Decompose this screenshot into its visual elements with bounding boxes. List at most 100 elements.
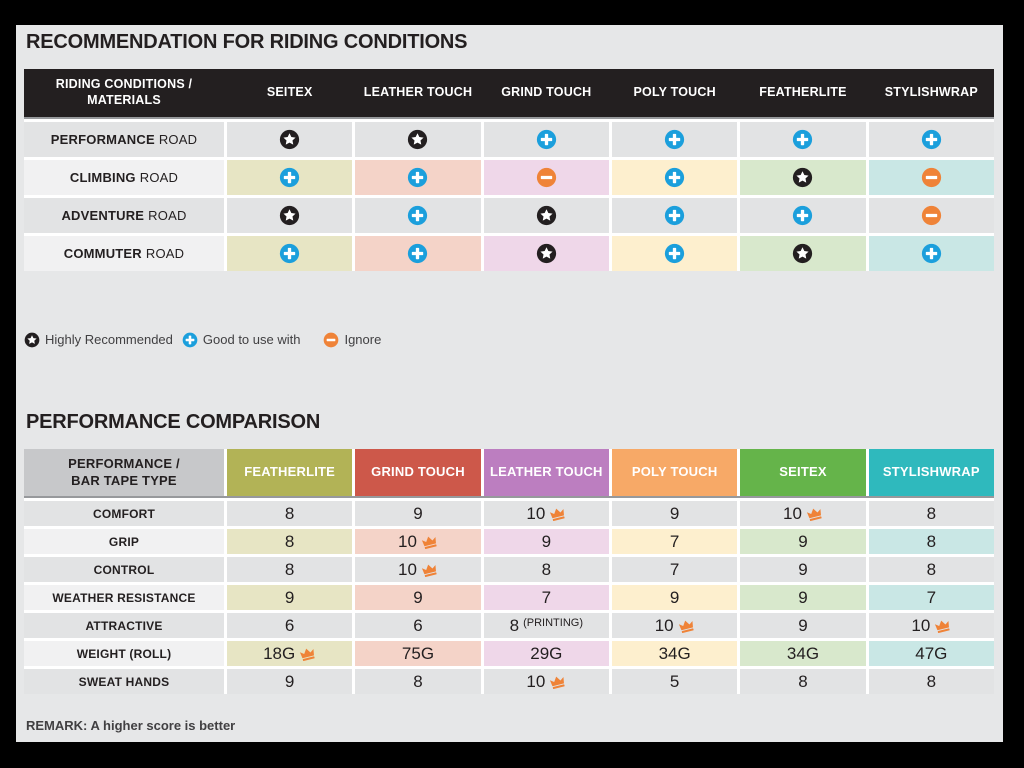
performance-comparison-table: PERFORMANCE / BAR TAPE TYPE FEATHERLITE GRI… (24, 449, 994, 694)
cell-weather-resistance-poly-touch: 9 (612, 585, 738, 610)
cell-commuter-featherlite (740, 236, 866, 271)
column-header-performance: PERFORMANCE / BAR TAPE TYPE (24, 449, 224, 496)
plus-icon (664, 243, 685, 264)
plus-icon (664, 205, 685, 226)
table-row: COMMUTER ROAD (24, 236, 994, 271)
cell-weather-resistance-grind-touch: 9 (355, 585, 481, 610)
crown-icon (299, 646, 316, 661)
cell-attractive-leather-touch: 8 (PRINTING) (483, 613, 609, 638)
cell-performance-seitex (227, 122, 353, 157)
column-header-stylishwrap: STYLISHWRAP (868, 449, 994, 496)
star-icon (792, 243, 813, 264)
cell-attractive-featherlite: 6 (227, 613, 353, 638)
star-icon (792, 167, 813, 188)
plus-icon (182, 332, 198, 348)
header-divider (24, 496, 994, 498)
crown-icon (934, 618, 951, 633)
column-header-seitex: SEITEX (266, 85, 313, 100)
cell-performance-poly-touch (612, 122, 738, 157)
table-row: ATTRACTIVE 6 6 8 (PRINTING) 10 9 10 (24, 613, 994, 638)
column-header-grind-touch: GRIND TOUCH (355, 449, 481, 496)
cell-attractive-seitex: 9 (740, 613, 866, 638)
cell-control-grind-touch: 10 (355, 557, 481, 582)
cell-commuter-poly-touch (612, 236, 738, 271)
cell-grip-seitex: 9 (740, 529, 866, 554)
row-label-commuter-road: COMMUTER ROAD (24, 236, 224, 271)
row-label-control: CONTROL (24, 557, 224, 582)
column-header-leather-touch: LEATHER TOUCH (363, 85, 473, 100)
crown-icon (549, 506, 566, 521)
table-row: PERFORMANCE ROAD (24, 122, 994, 157)
cell-climbing-leather-touch (355, 160, 481, 195)
column-header-featherlite: FEATHERLITE (227, 449, 353, 496)
cell-performance-grind-touch (483, 122, 609, 157)
table-row: WEIGHT (ROLL) 18G 75G 29G 34G 34G 47G (24, 641, 994, 666)
cell-performance-stylishwrap (868, 122, 994, 157)
remark: REMARK: A higher score is better (26, 718, 236, 733)
row-label-climbing-road: CLIMBING ROAD (24, 160, 224, 195)
crown-icon (421, 562, 438, 577)
cell-weather-resistance-featherlite: 9 (227, 585, 353, 610)
cell-weight-roll--featherlite: 18G (227, 641, 353, 666)
plus-icon (921, 129, 942, 150)
cell-commuter-leather-touch (355, 236, 481, 271)
cell-grip-featherlite: 8 (227, 529, 353, 554)
plus-icon (279, 167, 300, 188)
cell-comfort-seitex: 10 (740, 501, 866, 526)
row-label-sweat-hands: SWEAT HANDS (24, 669, 224, 694)
cell-sweat-hands-seitex: 8 (740, 669, 866, 694)
cell-climbing-seitex (227, 160, 353, 195)
cell-sweat-hands-stylishwrap: 8 (868, 669, 994, 694)
minus-icon (536, 167, 557, 188)
plus-icon (664, 167, 685, 188)
cell-weight-roll--poly-touch: 34G (612, 641, 738, 666)
cell-control-poly-touch: 7 (612, 557, 738, 582)
legend-item-minus: Ignore (323, 332, 381, 348)
cell-comfort-leather-touch: 10 (483, 501, 609, 526)
row-label-weight-roll-: WEIGHT (ROLL) (24, 641, 224, 666)
column-header-stylishwrap: STYLISHWRAP (884, 85, 978, 100)
table-row: CONTROL 8 10 8 7 9 8 (24, 557, 994, 582)
cell-comfort-featherlite: 8 (227, 501, 353, 526)
riding-conditions-table: RIDING CONDITIONS / MATERIALS SEITEX LEATHE… (24, 69, 994, 271)
table-row: ADVENTURE ROAD (24, 198, 994, 233)
legend: Highly Recommended Good to use with Ignore (24, 331, 1003, 348)
legend-label: Ignore (344, 332, 382, 347)
cell-attractive-poly-touch: 10 (612, 613, 738, 638)
table-row: SWEAT HANDS 9 8 10 5 8 8 (24, 669, 994, 694)
plus-icon (921, 243, 942, 264)
row-label-comfort: COMFORT (24, 501, 224, 526)
star-icon (279, 205, 300, 226)
header-divider (24, 117, 994, 119)
cell-commuter-seitex (227, 236, 353, 271)
cell-control-leather-touch: 8 (483, 557, 609, 582)
plus-icon (792, 129, 813, 150)
star-icon (279, 129, 300, 150)
riding-conditions-table-header: RIDING CONDITIONS / MATERIALS SEITEX LEATHE… (24, 69, 994, 117)
table-row: WEATHER RESISTANCE 9 9 7 9 9 7 (24, 585, 994, 610)
cell-attractive-stylishwrap: 10 (868, 613, 994, 638)
star-icon (536, 205, 557, 226)
cell-note: (PRINTING) (523, 616, 583, 629)
legend-label: Good to use with (202, 332, 301, 347)
crown-icon (806, 506, 823, 521)
cell-weather-resistance-seitex: 9 (740, 585, 866, 610)
cell-weather-resistance-leather-touch: 7 (483, 585, 609, 610)
row-label-attractive: ATTRACTIVE (24, 613, 224, 638)
cell-sweat-hands-poly-touch: 5 (612, 669, 738, 694)
cell-commuter-grind-touch (483, 236, 609, 271)
column-header-materials: RIDING CONDITIONS / MATERIALS (55, 77, 193, 107)
cell-performance-featherlite (740, 122, 866, 157)
plus-icon (536, 129, 557, 150)
crown-icon (549, 674, 566, 689)
legend-item-plus: Good to use with (182, 332, 301, 348)
plus-icon (279, 243, 300, 264)
column-header-seitex: SEITEX (740, 449, 866, 496)
column-header-poly-touch: POLY TOUCH (612, 449, 738, 496)
row-label-grip: GRIP (24, 529, 224, 554)
cell-grip-poly-touch: 7 (612, 529, 738, 554)
minus-icon (323, 332, 339, 348)
star-icon (407, 129, 428, 150)
cell-control-featherlite: 8 (227, 557, 353, 582)
plus-icon (407, 167, 428, 188)
